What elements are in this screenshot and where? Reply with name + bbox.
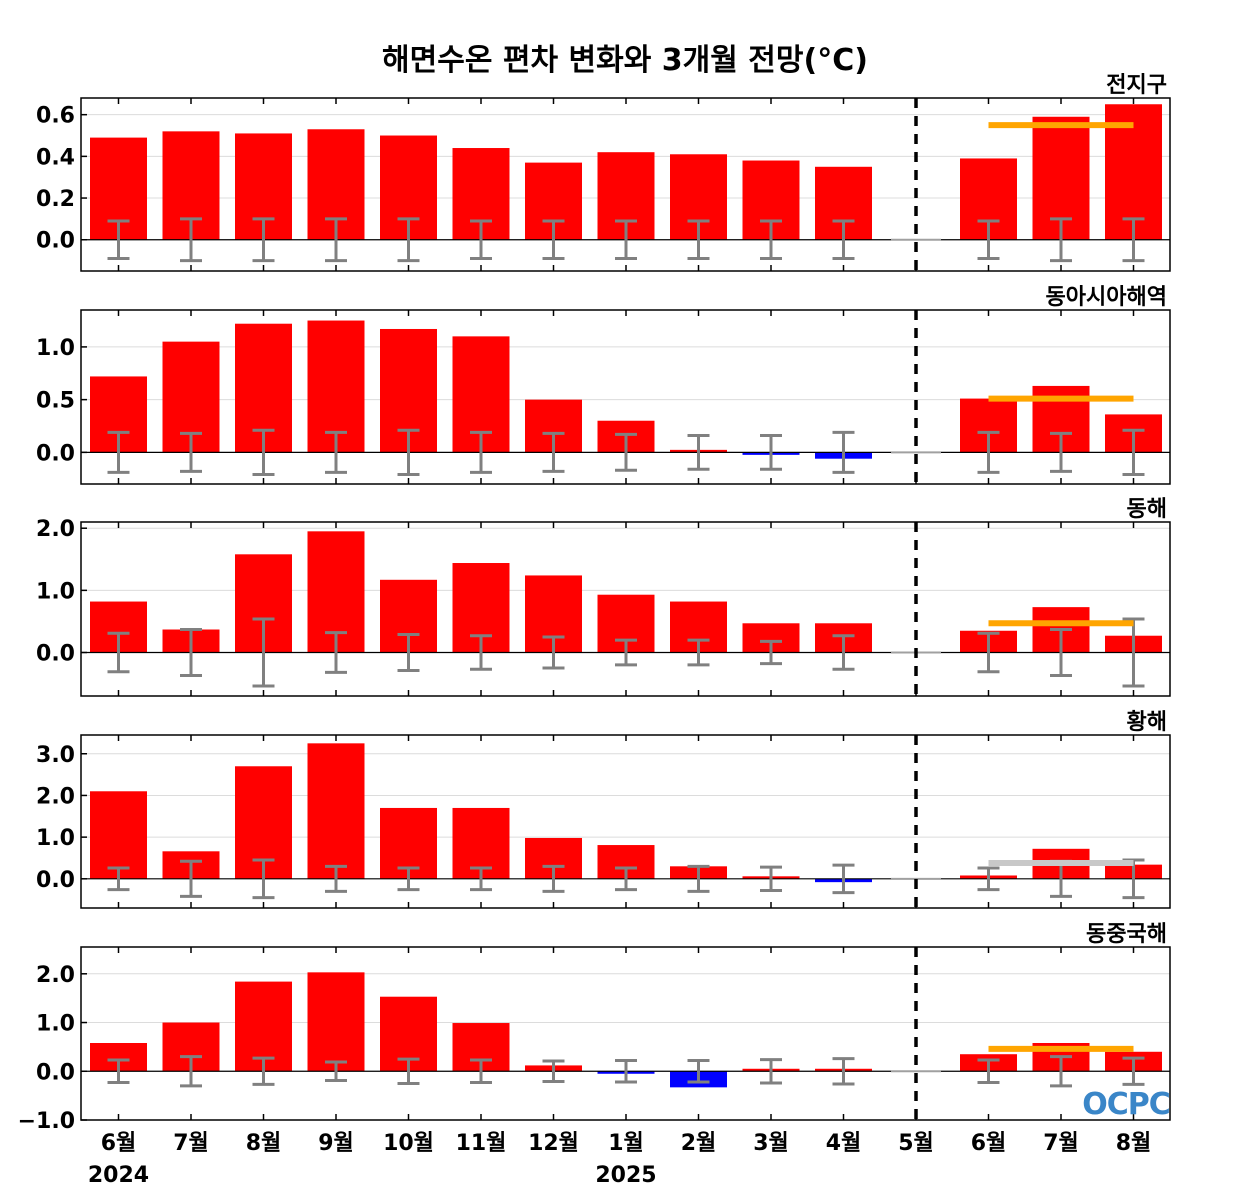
panel-frame <box>80 309 1171 485</box>
y-tick-label: 1.0 <box>36 826 75 851</box>
x-tick-label: 1월 <box>608 1131 644 1156</box>
region-label: 동중국해 <box>1086 922 1167 947</box>
bar <box>307 320 365 453</box>
panel-2: 0.0 0.5 1.0 동아시아해역 <box>36 285 1171 485</box>
y-tick-label: 3.0 <box>36 743 75 768</box>
y-tick-label: 1.0 <box>36 579 75 604</box>
y-tick-label: 1.0 <box>36 1012 75 1037</box>
bar <box>307 972 365 1072</box>
year-label: 2024 <box>88 1163 149 1188</box>
x-tick-label: 5월 <box>898 1131 934 1156</box>
y-tick-label: 0.0 <box>36 441 75 466</box>
x-tick-label: 7월 <box>1043 1131 1079 1156</box>
bar <box>235 981 292 1072</box>
panel-frame <box>80 97 1171 272</box>
panel-5: −1.0 0.0 1.0 2.0 동중국해 <box>18 922 1171 1134</box>
y-tick-label: 2.0 <box>36 784 75 809</box>
y-tick-label: 0.2 <box>36 187 75 212</box>
x-tick-label: 12월 <box>528 1131 579 1156</box>
x-tick-label: 6월 <box>101 1131 137 1156</box>
region-label: 전지구 <box>1106 73 1167 98</box>
panel-1: 0.0 0.2 0.4 0.6 전지구 <box>36 73 1171 272</box>
panel-4: 0.0 1.0 2.0 3.0 황해 <box>36 710 1171 909</box>
panels: 0.0 0.2 0.4 0.6 전지구 0.0 0.5 1.0 동아시아해역 0.0 1.0 2.0 동… <box>18 73 1171 1188</box>
x-tick-label: 8월 <box>246 1131 282 1156</box>
x-tick-label: 6월 <box>971 1131 1007 1156</box>
y-tick-label: 0.0 <box>36 642 75 667</box>
y-tick-label: 0.4 <box>36 145 75 170</box>
y-tick-label: 0.0 <box>36 229 75 254</box>
x-tick-label: 10월 <box>383 1131 434 1156</box>
panel-frame <box>80 734 1171 909</box>
panel-frame <box>80 946 1171 1121</box>
y-tick-label: 0.5 <box>36 389 75 414</box>
x-tick-label: 9월 <box>318 1131 354 1156</box>
bar <box>90 791 147 879</box>
y-tick-label: 0.0 <box>36 868 75 893</box>
x-tick-label: 2월 <box>681 1131 717 1156</box>
chart-title: 해면수온 편차 변화와 3개월 전망(°C) <box>382 43 868 78</box>
panel-3: 0.0 1.0 2.0 동해 <box>36 497 1171 697</box>
x-tick-label: 11월 <box>456 1131 507 1156</box>
y-tick-label: −1.0 <box>18 1109 75 1134</box>
year-label: 2025 <box>595 1163 656 1188</box>
y-tick-label: 0.0 <box>36 1060 75 1085</box>
y-tick-label: 1.0 <box>36 336 75 361</box>
x-tick-label: 7월 <box>173 1131 209 1156</box>
x-tick-label: 3월 <box>753 1131 789 1156</box>
x-tick-label: 8월 <box>1116 1131 1152 1156</box>
region-label: 황해 <box>1127 710 1167 735</box>
region-label: 동해 <box>1127 497 1167 522</box>
y-tick-label: 2.0 <box>36 963 75 988</box>
x-tick-label: 4월 <box>826 1131 862 1156</box>
panel-frame <box>80 521 1171 697</box>
ocpc-logo: OCPC <box>1082 1087 1170 1122</box>
y-tick-label: 2.0 <box>36 517 75 542</box>
region-label: 동아시아해역 <box>1046 285 1167 310</box>
y-tick-label: 0.6 <box>36 104 75 129</box>
bar <box>307 743 365 879</box>
